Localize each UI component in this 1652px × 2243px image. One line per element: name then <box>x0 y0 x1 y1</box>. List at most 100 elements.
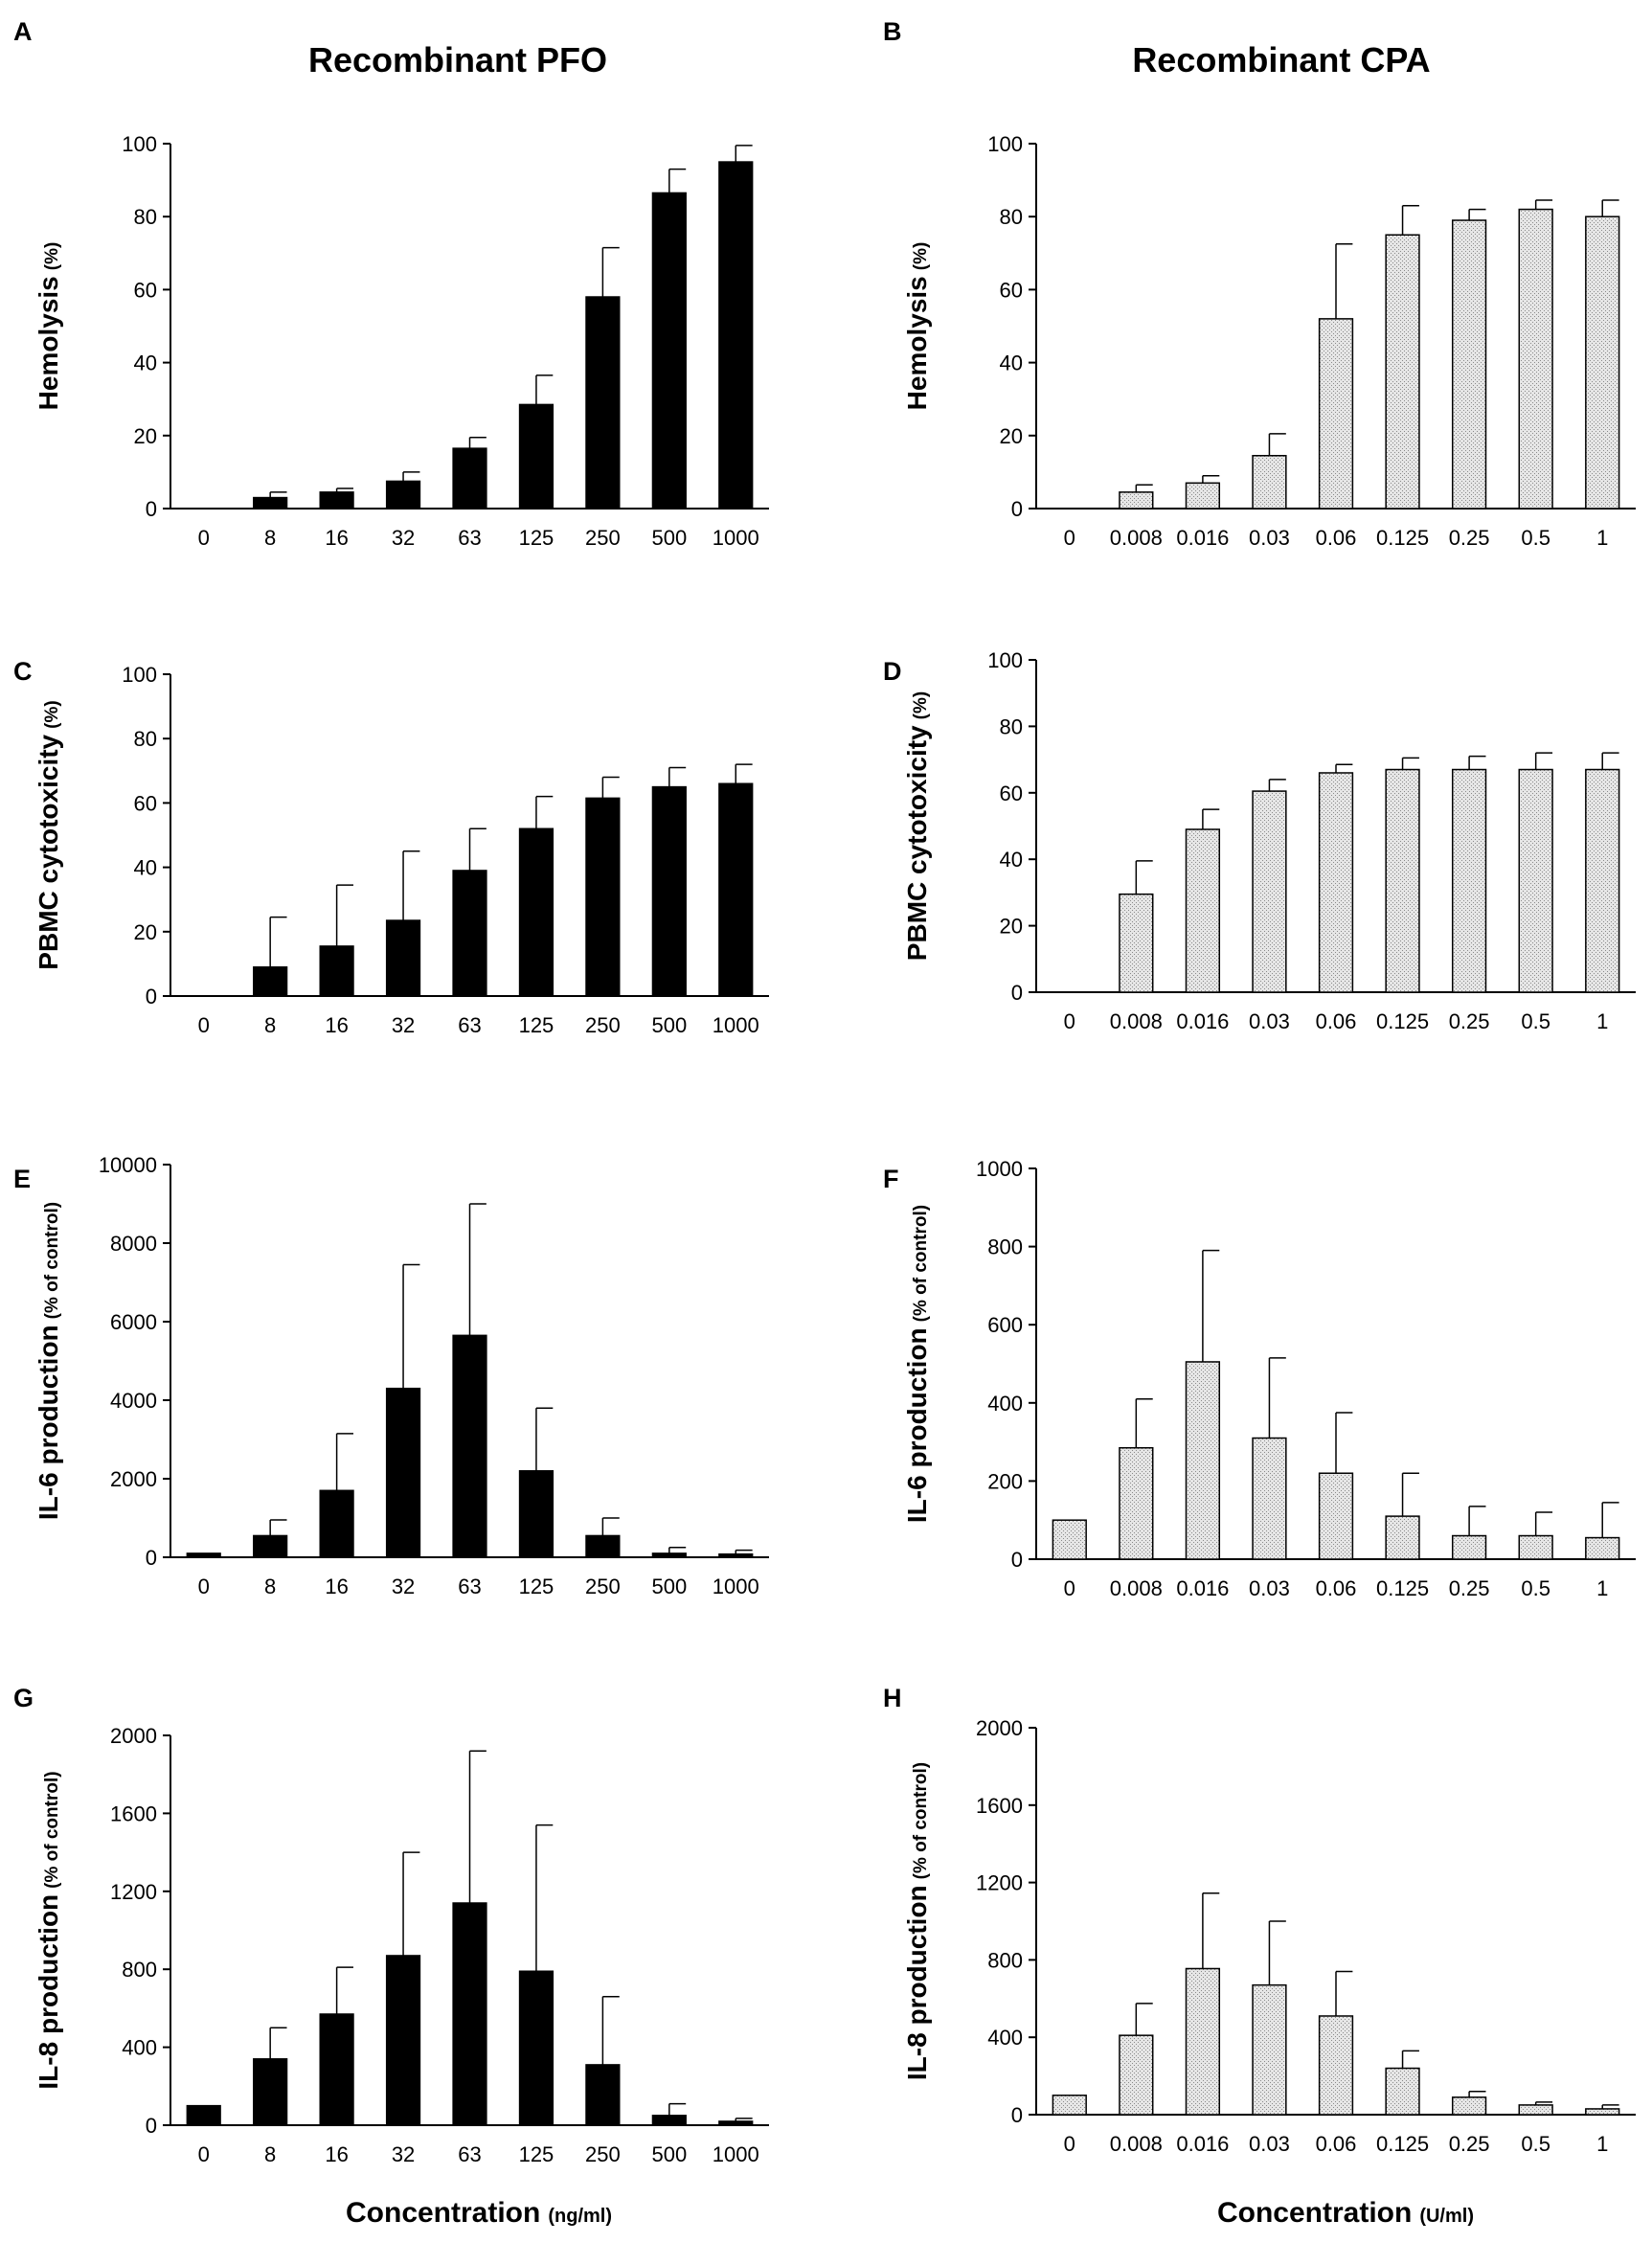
x-tick-label: 0.03 <box>1249 2132 1290 2156</box>
x-tick-label: 0.125 <box>1376 1576 1429 1600</box>
y-tick-label: 1200 <box>976 1871 1023 1895</box>
bar <box>651 192 687 510</box>
y-tick-label: 0 <box>146 2114 157 2138</box>
x-tick-label: 8 <box>264 526 276 550</box>
y-tick-label: 40 <box>1000 351 1023 375</box>
bar <box>518 1470 554 1558</box>
x-tick-label: 0.008 <box>1110 1009 1163 1033</box>
x-tick-label: 500 <box>651 1575 687 1598</box>
column-title-pfo: Recombinant PFO <box>308 40 607 79</box>
x-tick-label: 0.016 <box>1176 2132 1229 2156</box>
bar <box>1052 1519 1087 1560</box>
bar <box>651 785 687 997</box>
x-tick-label: 0.06 <box>1316 2132 1357 2156</box>
y-tick-label: 0 <box>1011 2103 1023 2127</box>
x-tick-label: 0.125 <box>1376 526 1429 550</box>
x-tick-label: 0.125 <box>1376 1009 1429 1033</box>
y-tick-label: 60 <box>134 791 157 815</box>
y-axis-label-unit: (%) <box>911 242 931 271</box>
y-axis-label-unit: (% of control) <box>42 1771 62 1888</box>
x-tick-label: 16 <box>325 2142 348 2166</box>
panel-label-g: G <box>13 1684 34 1712</box>
y-axis-label-b: Hemolysis (%) <box>902 242 932 411</box>
x-tick-label: 1 <box>1596 526 1608 550</box>
column-title-cpa: Recombinant CPA <box>1132 40 1430 79</box>
panel-f: 0 200 400 600 800 1000 0 0.008 0.016 0.03 0.06 0.12… <box>902 1157 1636 1600</box>
panel-label-e: E <box>13 1165 31 1193</box>
bar <box>452 1334 487 1558</box>
x-tick-label: 0.25 <box>1449 1576 1490 1600</box>
bar <box>1585 1536 1620 1560</box>
x-tick-label: 0.25 <box>1449 2132 1490 2156</box>
panel-b: 0 20 40 60 80 100 0 0.008 0.016 0.03 0.06 0.125 0.25… <box>902 132 1636 550</box>
panel-label-a: A <box>13 17 33 46</box>
x-tick-label: 1 <box>1596 1009 1608 1033</box>
bar <box>1252 790 1287 993</box>
bar <box>518 403 554 510</box>
bar <box>1451 2096 1487 2116</box>
y-tick-label: 100 <box>987 648 1023 672</box>
x-tick-label: 63 <box>458 1575 481 1598</box>
bar <box>452 447 487 510</box>
x-tick-label: 63 <box>458 526 481 550</box>
x-tick-label: 0.008 <box>1110 526 1163 550</box>
bar <box>452 870 487 997</box>
y-tick-label: 1200 <box>110 1880 157 1904</box>
x-tick-label: 0 <box>1064 2132 1075 2156</box>
bar <box>1585 2108 1620 2116</box>
y-tick-label: 60 <box>134 278 157 302</box>
bar <box>1451 1534 1487 1560</box>
x-tick-label: 0.06 <box>1316 1009 1357 1033</box>
y-axis-label-main: Hemolysis <box>34 276 63 410</box>
bar <box>1518 768 1553 993</box>
x-axis-label-pfo: Concentration (ng/ml) <box>346 2197 612 2229</box>
x-tick-label: 32 <box>392 1013 415 1037</box>
y-axis-label-g: IL-8 production (% of control) <box>34 1771 63 2089</box>
y-tick-label: 8000 <box>110 1232 157 1256</box>
x-axis-label-pfo-main: Concentration <box>346 2197 540 2229</box>
bar <box>718 2120 754 2126</box>
bar <box>186 1552 221 1558</box>
bar <box>1518 1534 1553 1560</box>
y-tick-label: 400 <box>987 1392 1023 1416</box>
bar <box>1052 2095 1087 2116</box>
x-tick-label: 0.016 <box>1176 526 1229 550</box>
y-tick-label: 1000 <box>976 1157 1023 1181</box>
x-tick-label: 0.5 <box>1521 1576 1550 1600</box>
bar <box>1451 219 1487 510</box>
panel-label-c: C <box>13 657 33 686</box>
bar <box>1252 1983 1287 2116</box>
y-axis-label-c: PBMC cytotoxicity (%) <box>34 700 63 969</box>
x-tick-label: 1 <box>1596 2132 1608 2156</box>
y-tick-label: 60 <box>1000 782 1023 805</box>
y-tick-label: 0 <box>146 985 157 1008</box>
x-tick-label: 250 <box>585 2142 621 2166</box>
x-tick-label: 0 <box>1064 526 1075 550</box>
x-tick-label: 63 <box>458 2142 481 2166</box>
bar <box>186 2104 221 2126</box>
x-tick-label: 0.25 <box>1449 1009 1490 1033</box>
y-tick-label: 400 <box>987 2026 1023 2050</box>
x-tick-label: 16 <box>325 1575 348 1598</box>
y-tick-label: 60 <box>1000 278 1023 302</box>
bar <box>585 1534 621 1558</box>
x-tick-label: 0.06 <box>1316 1576 1357 1600</box>
x-axis-label-cpa-unit: (U/ml) <box>1419 2206 1474 2227</box>
x-tick-label: 125 <box>519 526 554 550</box>
y-axis-label-unit: (% of control) <box>911 1762 931 1879</box>
panel-d: 0 20 40 60 80 100 0 0.008 0.016 0.03 0.06 0.125 0.25… <box>902 648 1636 1033</box>
bar <box>718 161 754 510</box>
x-tick-label: 1000 <box>713 526 759 550</box>
bar <box>518 1970 554 2126</box>
y-axis-label-unit: (% of control) <box>42 1202 62 1319</box>
y-axis-label-unit: (%) <box>42 242 62 271</box>
x-tick-label: 500 <box>651 526 687 550</box>
y-tick-label: 0 <box>146 1546 157 1570</box>
y-axis-label-f: IL-6 production (% of control) <box>902 1205 932 1523</box>
y-axis-label-main: Hemolysis <box>902 276 932 410</box>
x-tick-label: 8 <box>264 1013 276 1037</box>
x-tick-label: 0.25 <box>1449 526 1490 550</box>
